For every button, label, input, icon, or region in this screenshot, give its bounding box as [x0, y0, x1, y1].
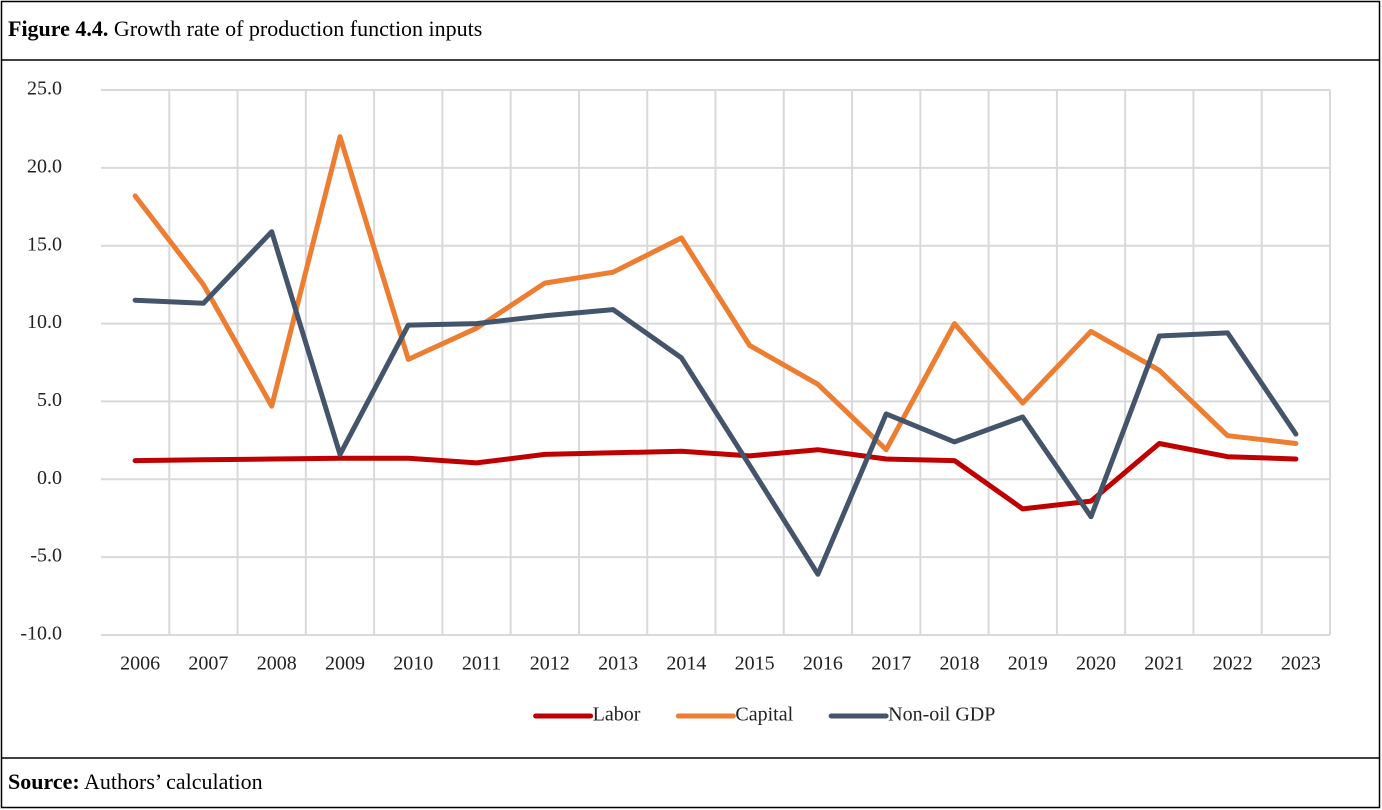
legend-label: Labor — [593, 704, 641, 726]
source-label: Source: — [8, 769, 80, 794]
x-tick-label: 2008 — [257, 653, 297, 675]
legend-label: Capital — [735, 704, 793, 726]
x-tick-label: 2020 — [1076, 653, 1116, 675]
y-tick-label: 20.0 — [27, 155, 62, 177]
x-tick-label: 2010 — [393, 653, 433, 675]
y-tick-label: 15.0 — [27, 233, 62, 255]
x-tick-label: 2021 — [1144, 653, 1184, 675]
figure-heading: Figure 4.4. Growth rate of production fu… — [8, 16, 482, 41]
x-tick-label: 2019 — [1008, 653, 1048, 675]
y-tick-label: -10.0 — [20, 623, 62, 645]
x-tick-label: 2018 — [939, 653, 979, 675]
plot: -10.0 -5.0 0.0 5.0 10.0 15.0 20.0 25.0 2006 2007 2… — [20, 78, 1331, 726]
x-tick-label: 2015 — [735, 653, 775, 675]
series-line — [132, 229, 1299, 577]
source-line: Source: Authors’ calculation — [8, 769, 263, 794]
x-tick-label: 2012 — [530, 653, 570, 675]
x-tick-label: 2011 — [462, 653, 501, 675]
y-tick-label: 0.0 — [37, 467, 62, 489]
series-line — [132, 134, 1299, 453]
x-tick-label: 2016 — [803, 653, 843, 675]
x-tick-label: 2022 — [1213, 653, 1253, 675]
y-tick-label: -5.0 — [30, 545, 62, 567]
y-tick-label: 10.0 — [27, 311, 62, 333]
chart-title: Growth rate of production function input… — [114, 16, 482, 41]
x-tick-label: 2014 — [666, 653, 706, 675]
x-tick-label: 2009 — [325, 653, 365, 675]
x-tick-label: 2017 — [871, 653, 911, 675]
source: Authors’ calculation — [84, 769, 263, 794]
x-tick-label: 2007 — [188, 653, 228, 675]
legend-label: Non-oil GDP — [888, 704, 995, 726]
figure-label: Figure 4.4. — [8, 16, 108, 41]
y-tick-label: 5.0 — [37, 389, 62, 411]
x-tick-label: 2013 — [598, 653, 638, 675]
x-tick-label: 2023 — [1281, 653, 1321, 675]
y-tick-label: 25.0 — [27, 78, 62, 100]
x-tick-label: 2006 — [120, 653, 160, 675]
